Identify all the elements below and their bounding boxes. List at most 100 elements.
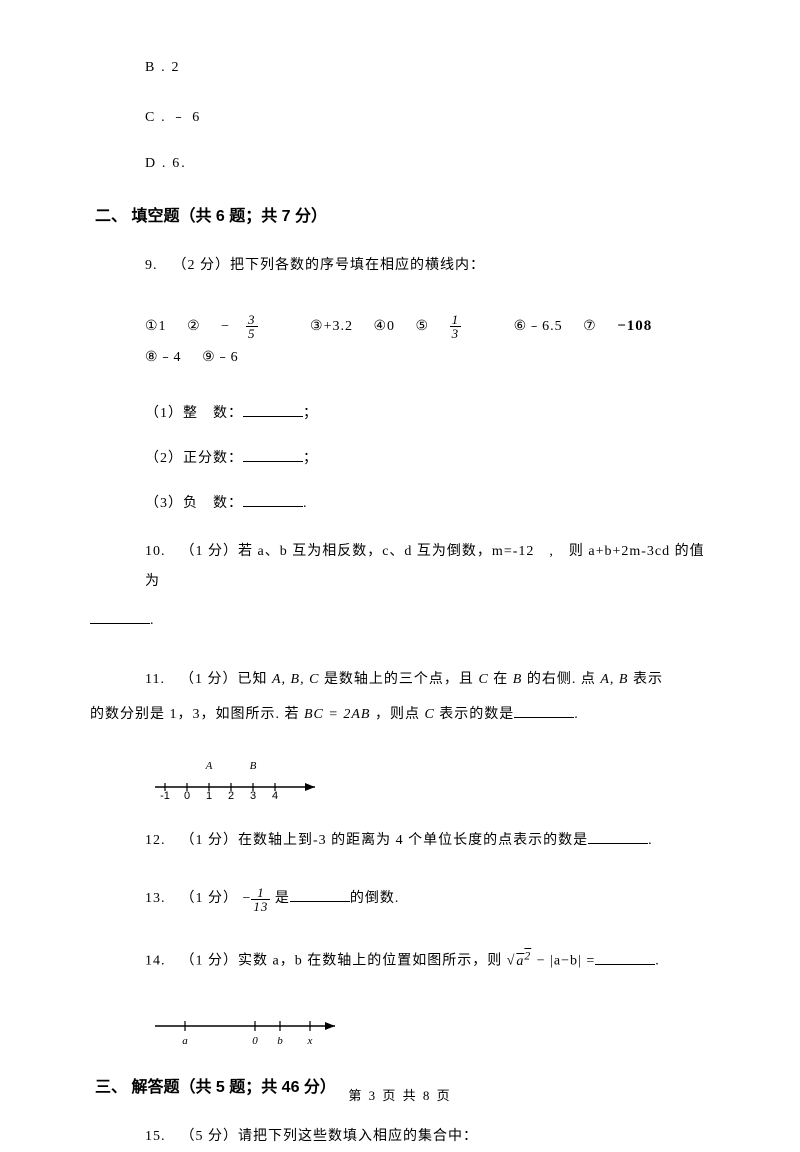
q14-end: . <box>655 954 660 969</box>
q9-i2-den: 5 <box>246 327 258 340</box>
q14-mid: − |a−b| = <box>537 954 596 969</box>
q9-i4: ④0 <box>373 312 395 343</box>
q13-den: 13 <box>251 900 270 913</box>
q11-b: 是数轴上的三个点，且 <box>319 672 478 687</box>
q9-i7-prefix: ⑦ <box>583 312 597 343</box>
q9-s2b: ； <box>303 451 318 466</box>
q9-i8: ⑧﹣4 <box>145 343 182 374</box>
q9-s3a: （3）负 数： <box>145 496 243 511</box>
q9-i2-sign: − <box>221 312 230 343</box>
svg-text:B: B <box>250 760 257 772</box>
q11-c2: 在 <box>489 672 513 687</box>
q12: 12. （1 分）在数轴上到-3 的距离为 4 个单位长度的点表示的数是. <box>145 826 710 857</box>
q14-blank <box>595 950 655 965</box>
q9-i2-num: 3 <box>246 313 258 327</box>
q11-line1: 11. （1 分）已知 A, B, C 是数轴上的三个点，且 C 在 B 的右侧… <box>145 665 710 696</box>
svg-text:a: a <box>182 1035 188 1047</box>
q13-b: 是 <box>270 891 290 906</box>
q11-e: 表示 <box>628 672 663 687</box>
q9-s3b: . <box>303 496 308 511</box>
q9-blank1 <box>243 402 303 417</box>
option-c: C . ﹣ 6 <box>145 106 710 126</box>
svg-text:1: 1 <box>206 790 212 801</box>
q9-i5-prefix: ⑤ <box>416 312 430 343</box>
q11-c3: C <box>424 707 434 722</box>
svg-text:-1: -1 <box>160 790 170 801</box>
q9-s2a: （2）正分数： <box>145 451 243 466</box>
q11-l2b: ，则点 <box>370 707 424 722</box>
q13-frac: 113 <box>251 886 270 913</box>
q9-i6: ⑥﹣6.5 <box>514 312 563 343</box>
q13-c: 的倒数. <box>350 891 400 906</box>
q9-i1: ①1 <box>145 312 167 343</box>
number-line-q11-svg: -1 0 1 2 3 4 A B <box>145 759 325 801</box>
q11-figure: -1 0 1 2 3 4 A B <box>145 759 710 801</box>
option-d: D . 6. <box>145 156 710 172</box>
q11-abc: A, B, C <box>272 672 319 687</box>
q10: 10. （1 分）若 a、b 互为相反数，c、d 互为倒数，m=-12 , 则 … <box>145 537 710 599</box>
q14-a: 14. （1 分）实数 a，b 在数轴上的位置如图所示，则 <box>145 954 507 969</box>
q9-i7: ⑦ −108 <box>583 310 668 343</box>
q11-d: 的右侧. 点 <box>522 672 600 687</box>
q13-sign: − <box>243 891 252 906</box>
q9-i5-num: 1 <box>450 313 462 327</box>
q9-i2: ② −35 <box>187 312 289 343</box>
q13-blank <box>290 887 350 902</box>
q11-ab: A, B <box>600 672 628 687</box>
q11-l2d: . <box>574 707 579 722</box>
q9-sub2: （2）正分数： ； <box>145 447 710 467</box>
q12-blank <box>588 829 648 844</box>
q11-blbl: B <box>513 672 523 687</box>
q9-s1a: （1）整 数： <box>145 406 243 421</box>
q9-i7-val: −108 <box>617 310 652 343</box>
q14-sqrt: √a2 <box>507 954 533 969</box>
q9-i5: ⑤ 13 <box>416 312 494 343</box>
q9-blank3 <box>243 492 303 507</box>
q9-stem: 9. （2 分）把下列各数的序号填在相应的横线内： <box>145 251 710 282</box>
q11-blank <box>514 703 574 718</box>
q9-s1b: ； <box>303 406 318 421</box>
q9-items: ①1 ② −35 ③+3.2 ④0 ⑤ 13 ⑥﹣6.5 ⑦ −108 ⑧﹣4 … <box>145 310 710 374</box>
q13-num: 1 <box>251 886 270 900</box>
svg-text:0: 0 <box>252 1035 258 1047</box>
svg-text:0: 0 <box>184 790 190 801</box>
q14-figure: a 0 b x <box>145 1006 710 1048</box>
q9-i5-frac: 13 <box>450 313 478 340</box>
svg-text:x: x <box>307 1035 313 1047</box>
q11-c: C <box>478 672 488 687</box>
svg-text:A: A <box>205 760 213 772</box>
q12-a: 12. （1 分）在数轴上到-3 的距离为 4 个单位长度的点表示的数是 <box>145 833 588 848</box>
option-b: B . 2 <box>145 60 710 76</box>
q9-i2-frac: 35 <box>246 313 274 340</box>
q10-line2: . <box>90 606 710 637</box>
svg-text:2: 2 <box>228 790 234 801</box>
q14-sqrt-sup: 2 <box>524 949 531 962</box>
q11-bc2ab: BC = 2AB <box>304 707 370 722</box>
q11-l2a: 的数分别是 1，3，如图所示. 若 <box>90 707 304 722</box>
q13-a: 13. （1 分） <box>145 891 243 906</box>
q10-a: 10. （1 分）若 a、b 互为相反数，c、d 互为倒数，m=-12 , 则 … <box>145 544 705 590</box>
svg-text:3: 3 <box>250 790 256 801</box>
q9-i9: ⑨﹣6 <box>202 343 239 374</box>
q9-sub3: （3）负 数：. <box>145 492 710 512</box>
q11-a: 11. （1 分）已知 <box>145 672 272 687</box>
q12-b: . <box>648 833 653 848</box>
q9-i5-den: 3 <box>450 327 462 340</box>
q15: 15. （5 分）请把下列这些数填入相应的集合中： <box>145 1122 710 1152</box>
q11-l2c: 表示的数是 <box>435 707 515 722</box>
q10-blank <box>90 609 150 624</box>
q13: 13. （1 分） −113 是 的倒数. <box>145 884 710 915</box>
q9-i2-prefix: ② <box>187 312 201 343</box>
svg-text:b: b <box>277 1035 283 1047</box>
svg-text:4: 4 <box>272 790 278 801</box>
number-line-q14-svg: a 0 b x <box>145 1006 345 1048</box>
page-footer: 第 3 页 共 8 页 <box>0 1085 800 1104</box>
q14: 14. （1 分）实数 a，b 在数轴上的位置如图所示，则 √a2 − |a−b… <box>145 943 710 977</box>
q9-sub1: （1）整 数： ； <box>145 402 710 422</box>
q10-b: . <box>150 613 155 628</box>
section-2-heading: 二、 填空题（共 6 题；共 7 分） <box>95 202 710 226</box>
page: B . 2 C . ﹣ 6 D . 6. 二、 填空题（共 6 题；共 7 分）… <box>0 0 800 1132</box>
q11-line2: 的数分别是 1，3，如图所示. 若 BC = 2AB ，则点 C 表示的数是. <box>90 700 710 731</box>
q9-blank2 <box>243 447 303 462</box>
q9-i3: ③+3.2 <box>310 312 353 343</box>
